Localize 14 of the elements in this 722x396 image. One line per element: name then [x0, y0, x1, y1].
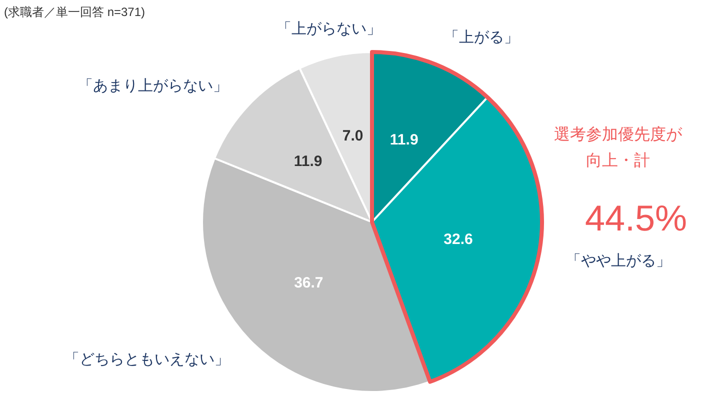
text: 選考参加優先度が	[554, 126, 683, 144]
slice-label: 「上がらない」	[276, 20, 382, 38]
data-label: 11.9	[390, 132, 418, 149]
data-label: 11.9	[294, 153, 322, 170]
slice-label: 「やや上がる」	[566, 252, 672, 270]
data-label: 7.0	[342, 128, 364, 145]
data-label: 36.7	[294, 274, 324, 292]
text: (求職者／単一回答 n=371)	[4, 5, 146, 19]
slice-label: 「上がる」	[444, 29, 520, 46]
slice-label: 「どちらともいえない」	[64, 350, 230, 368]
slice-label: 「あまり上がらない」	[78, 77, 228, 94]
text: 向上・計	[586, 152, 650, 170]
data-label: 32.6	[444, 230, 473, 248]
text: 44.5%	[584, 198, 688, 238]
